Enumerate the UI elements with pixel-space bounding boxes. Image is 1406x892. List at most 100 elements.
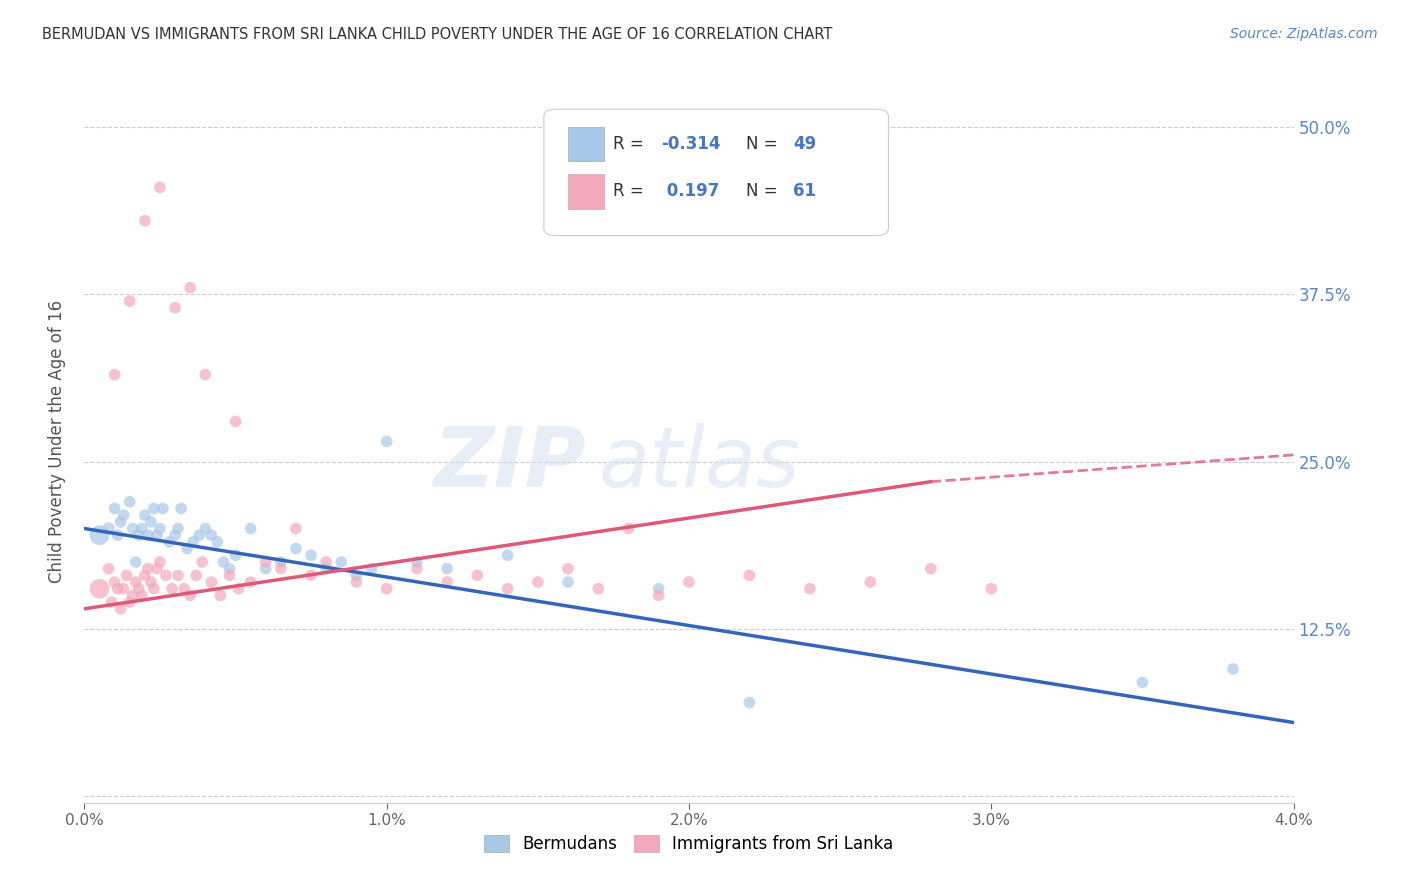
Point — [859, 575, 882, 590]
Point — [142, 501, 165, 516]
Point — [165, 301, 187, 315]
Point — [228, 582, 250, 596]
Point — [146, 562, 169, 576]
Point — [107, 582, 129, 596]
Point — [496, 582, 519, 596]
Point — [436, 562, 458, 576]
Point — [375, 434, 398, 449]
Point — [167, 568, 190, 582]
Point — [139, 575, 162, 590]
Point — [134, 508, 156, 523]
Point — [678, 575, 700, 590]
Point — [285, 541, 308, 556]
Point — [155, 568, 177, 582]
Point — [617, 521, 640, 535]
Legend: Bermudans, Immigrants from Sri Lanka: Bermudans, Immigrants from Sri Lanka — [478, 828, 900, 860]
Point — [136, 562, 159, 576]
Point — [152, 501, 174, 516]
Point — [406, 562, 429, 576]
Point — [179, 281, 201, 295]
Point — [225, 548, 247, 563]
Point — [254, 562, 277, 576]
Point — [299, 568, 322, 582]
Point — [738, 568, 761, 582]
Point — [200, 528, 222, 542]
Point — [125, 575, 148, 590]
Point — [360, 562, 382, 576]
Point — [176, 541, 198, 556]
Point — [104, 575, 127, 590]
Point — [239, 521, 262, 535]
FancyBboxPatch shape — [568, 174, 605, 209]
Point — [557, 562, 579, 576]
Point — [207, 535, 229, 549]
Point — [588, 582, 610, 596]
Point — [239, 575, 262, 590]
Point — [110, 602, 132, 616]
Text: ZIP: ZIP — [433, 423, 586, 504]
Point — [89, 582, 111, 596]
Point — [118, 294, 141, 309]
Point — [375, 582, 398, 596]
Point — [194, 368, 217, 382]
Point — [186, 568, 208, 582]
Point — [527, 575, 550, 590]
Text: R =: R = — [613, 182, 648, 200]
Text: Source: ZipAtlas.com: Source: ZipAtlas.com — [1230, 27, 1378, 41]
Point — [181, 535, 204, 549]
Point — [131, 521, 153, 535]
Point — [173, 582, 195, 596]
Point — [142, 582, 165, 596]
Point — [134, 213, 156, 227]
Point — [131, 589, 153, 603]
Text: -0.314: -0.314 — [661, 135, 721, 153]
FancyBboxPatch shape — [544, 109, 889, 235]
Point — [648, 589, 671, 603]
Point — [118, 595, 141, 609]
Point — [100, 595, 122, 609]
Point — [136, 528, 159, 542]
Point — [1222, 662, 1244, 676]
Point — [467, 568, 489, 582]
Point — [980, 582, 1002, 596]
Point — [160, 582, 183, 596]
Point — [496, 548, 519, 563]
Point — [330, 555, 353, 569]
Point — [920, 562, 942, 576]
Point — [110, 515, 132, 529]
Point — [738, 696, 761, 710]
Point — [128, 528, 150, 542]
Text: 49: 49 — [793, 135, 815, 153]
Point — [209, 589, 232, 603]
Point — [165, 528, 187, 542]
Point — [194, 521, 217, 535]
Point — [188, 528, 211, 542]
Point — [97, 562, 120, 576]
Point — [149, 180, 172, 194]
Point — [285, 521, 308, 535]
Y-axis label: Child Poverty Under the Age of 16: Child Poverty Under the Age of 16 — [48, 300, 66, 583]
Text: BERMUDAN VS IMMIGRANTS FROM SRI LANKA CHILD POVERTY UNDER THE AGE OF 16 CORRELAT: BERMUDAN VS IMMIGRANTS FROM SRI LANKA CH… — [42, 27, 832, 42]
Point — [167, 521, 190, 535]
Text: atlas: atlas — [599, 423, 800, 504]
Point — [134, 568, 156, 582]
Point — [346, 575, 368, 590]
Point — [315, 555, 337, 569]
Point — [115, 568, 138, 582]
Point — [270, 562, 292, 576]
Point — [191, 555, 214, 569]
Point — [128, 582, 150, 596]
Point — [104, 368, 127, 382]
Point — [200, 575, 222, 590]
Point — [270, 555, 292, 569]
Point — [104, 501, 127, 516]
Point — [557, 575, 579, 590]
Point — [97, 521, 120, 535]
Point — [315, 562, 337, 576]
Point — [112, 582, 135, 596]
Point — [254, 555, 277, 569]
Text: 61: 61 — [793, 182, 815, 200]
Point — [225, 414, 247, 428]
Text: R =: R = — [613, 135, 648, 153]
Text: N =: N = — [745, 135, 783, 153]
